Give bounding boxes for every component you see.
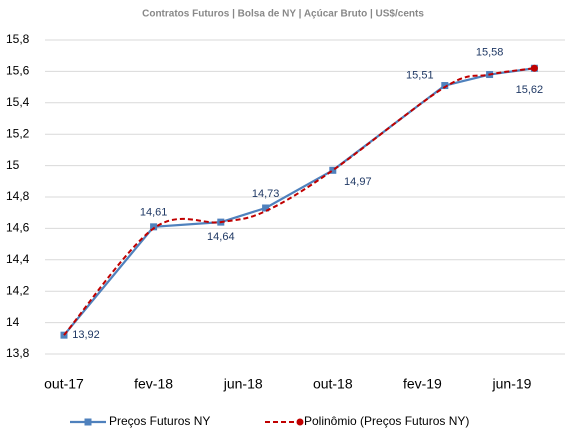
data-label: 14,64 bbox=[207, 231, 235, 243]
chart-subtitle: Contratos Futuros | Bolsa de NY | Açúcar… bbox=[142, 9, 424, 20]
x-tick-label: fev-19 bbox=[403, 376, 442, 392]
y-tick-label: 14,2 bbox=[6, 283, 30, 297]
y-tick-label: 15,6 bbox=[6, 64, 30, 78]
point-marker bbox=[530, 64, 538, 72]
data-label: 13,92 bbox=[72, 329, 100, 341]
x-tick-label: out-18 bbox=[313, 376, 353, 392]
data-label: 15,51 bbox=[406, 69, 434, 81]
data-label: 15,62 bbox=[516, 84, 544, 96]
series-line bbox=[63, 67, 535, 336]
x-tick-label: jun-18 bbox=[223, 376, 263, 392]
y-tick-label: 14,8 bbox=[6, 189, 30, 203]
data-label: 15,58 bbox=[476, 46, 504, 58]
y-tick-label: 14 bbox=[6, 315, 20, 329]
x-tick-label: jun-19 bbox=[492, 376, 532, 392]
point-marker bbox=[150, 223, 158, 231]
data-label: 14,61 bbox=[140, 207, 168, 219]
trend-line bbox=[63, 67, 535, 336]
data-label: 14,97 bbox=[344, 176, 372, 188]
legend-label: Preços Futuros NY bbox=[109, 414, 210, 428]
legend-swatch bbox=[84, 418, 92, 426]
y-tick-label: 15 bbox=[6, 158, 20, 172]
legend-swatch bbox=[296, 418, 304, 426]
y-tick-label: 13,8 bbox=[6, 346, 30, 360]
x-tick-label: out-17 bbox=[44, 376, 84, 392]
point-marker bbox=[329, 166, 337, 174]
legend-label: Polinômio (Preços Futuros NY) bbox=[304, 414, 469, 428]
point-marker bbox=[262, 204, 270, 212]
y-tick-label: 15,2 bbox=[6, 126, 30, 140]
y-tick-label: 14,6 bbox=[6, 221, 30, 235]
y-tick-label: 14,4 bbox=[6, 252, 30, 266]
y-tick-label: 15,8 bbox=[6, 32, 30, 46]
data-label: 14,73 bbox=[252, 188, 280, 200]
x-tick-label: fev-18 bbox=[134, 376, 173, 392]
y-tick-label: 15,4 bbox=[6, 95, 30, 109]
point-marker bbox=[441, 82, 449, 90]
